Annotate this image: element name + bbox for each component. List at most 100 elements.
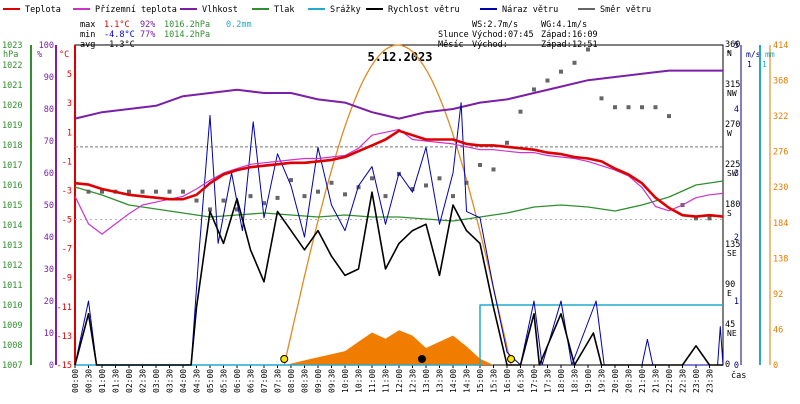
wind-direction-point	[194, 198, 199, 203]
legend-label: Rychlost větru	[388, 5, 460, 15]
hpa-tick-label: 1007	[2, 361, 22, 371]
wind-direction-point	[235, 207, 239, 212]
time-tick-label: 07:30	[274, 369, 283, 393]
wind-direction-point	[329, 180, 334, 185]
dir-tick-label: SW	[727, 169, 737, 178]
time-tick-label: 17:00	[530, 369, 539, 393]
legend-label: Teplota	[25, 5, 61, 15]
hpa-tick-label: 1008	[2, 341, 22, 351]
stat-max-hum: 92%	[140, 20, 155, 30]
pct-tick-label: 40	[44, 233, 54, 243]
dir-tick-label: NW	[727, 89, 737, 98]
time-tick-label: 20:00	[611, 369, 620, 393]
hpa-tick-label: 1016	[2, 181, 22, 191]
time-unit: čas	[731, 370, 746, 381]
series-pressure	[74, 180, 724, 222]
solar-tick-label: 138	[773, 254, 788, 264]
stat-min-press: 1014.2hPa	[164, 30, 210, 40]
c-unit: °C	[59, 50, 69, 60]
hpa-tick-label: 1022	[2, 61, 22, 71]
stat-ws: WS:2.7m/s	[472, 20, 518, 30]
legend: Teplota Přízemní teplota Vlhkost Tlak Srážky…	[3, 5, 651, 15]
time-tick-label: 01:00	[98, 369, 107, 393]
wind-direction-point	[532, 87, 536, 92]
hpa-tick-label: 1018	[2, 141, 22, 151]
time-tick-label: 06:30	[247, 369, 256, 393]
plot-area	[74, 44, 724, 366]
time-tick-label: 02:30	[139, 369, 148, 393]
time-tick-label: 23:30	[706, 369, 715, 393]
wind-direction-point	[518, 109, 523, 114]
moonset-marker	[417, 355, 426, 363]
wind-direction-point	[410, 187, 415, 191]
time-tick-label: 05:00	[206, 369, 215, 393]
time-tick-label: 19:00	[584, 369, 593, 393]
wind-direction-point	[707, 216, 712, 221]
wind-direction-point	[140, 189, 145, 194]
wind-direction-point	[640, 105, 644, 110]
stat-max-label: max	[80, 20, 95, 30]
ms-unit: m/s	[746, 50, 761, 59]
time-tick-label: 10:00	[341, 369, 350, 393]
chart-title: 5.12.2023	[367, 50, 432, 64]
pct-tick-label: 100	[39, 41, 54, 51]
series-ground-temperature	[74, 128, 724, 235]
c-tick-label: -13	[57, 332, 72, 342]
hpa-tick-label: 1014	[2, 221, 22, 231]
c-tick-label: 3	[67, 99, 72, 109]
pct-tick-label: 10	[44, 329, 54, 339]
wind-direction-point	[302, 194, 307, 199]
legend-label: Vlhkost	[202, 5, 238, 15]
ms-tick-label: 5	[734, 41, 739, 51]
pct-tick-label: 70	[44, 137, 54, 147]
pct-tick-label: 50	[44, 201, 54, 211]
wind-direction-point	[370, 176, 374, 181]
wind-direction-point	[248, 194, 253, 199]
hpa-tick-label: 1013	[2, 241, 22, 251]
time-tick-label: 08:00	[287, 369, 296, 393]
time-tick-label: 15:30	[490, 369, 499, 393]
dir-tick-label: NE	[727, 329, 737, 338]
wind-direction-point	[343, 192, 347, 197]
pct-tick-label: 90	[44, 73, 54, 83]
pct-tick-label: 80	[44, 105, 54, 115]
solar-tick-label: 368	[773, 77, 788, 87]
hpa-tick-label: 1023	[2, 41, 22, 51]
time-tick-label: 09:00	[314, 369, 323, 393]
time-tick-label: 16:00	[503, 369, 512, 393]
time-tick-label: 14:30	[463, 369, 472, 393]
solar-tick-label: 414	[773, 41, 788, 51]
wind-direction-point	[505, 140, 509, 145]
time-tick-label: 12:00	[395, 369, 404, 393]
time-tick-label: 22:30	[679, 369, 688, 393]
time-tick-label: 11:00	[368, 369, 377, 393]
time-tick-label: 01:30	[112, 369, 121, 393]
time-tick-label: 21:00	[638, 369, 647, 393]
c-tick-label: 5	[67, 70, 72, 80]
ms-tick-label: 4	[734, 105, 739, 115]
solar-tick-label: 230	[773, 183, 788, 193]
ms-tick-label: 0	[734, 361, 739, 371]
hpa-tick-label: 1020	[2, 101, 22, 111]
hpa-tick-label: 1010	[2, 301, 22, 311]
time-tick-label: 03:00	[152, 369, 161, 393]
wind-direction-point	[559, 69, 563, 74]
theoretical-solar-arc	[283, 44, 512, 366]
wind-direction-point	[451, 194, 455, 199]
wind-direction-point	[208, 207, 212, 212]
time-tick-label: 05:30	[220, 369, 229, 393]
time-tick-label: 18:30	[571, 369, 580, 393]
time-tick-label: 21:30	[652, 369, 661, 393]
wind-direction-point	[316, 189, 320, 194]
solar-tick-label: 276	[773, 148, 788, 158]
time-tick-label: 22:00	[665, 369, 674, 393]
hpa-tick-label: 1009	[2, 321, 22, 331]
dir-tick-label: S	[727, 209, 732, 218]
time-tick-label: 06:00	[233, 369, 242, 393]
legend-label: Tlak	[274, 5, 294, 15]
series-precipitation	[75, 304, 723, 366]
time-tick-label: 12:30	[409, 369, 418, 393]
stat-min-temp: -4.8°C	[104, 30, 135, 40]
wind-direction-point	[667, 114, 671, 119]
